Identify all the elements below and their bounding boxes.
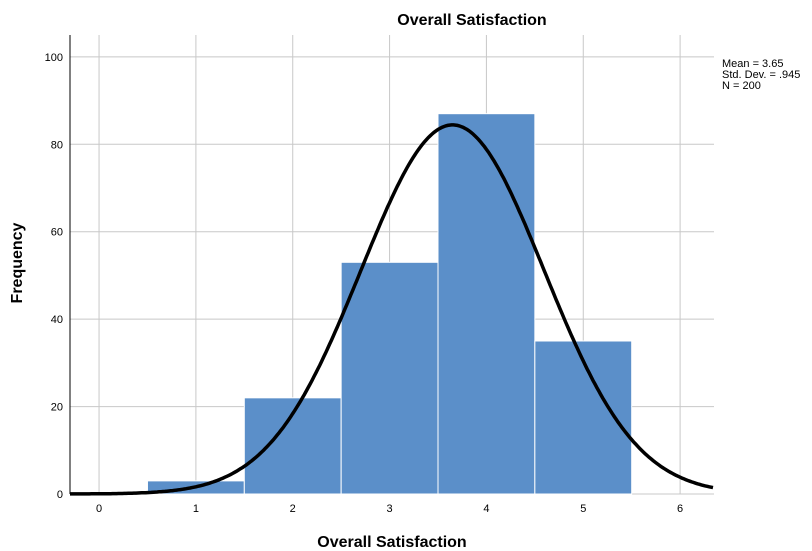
bars-layer	[146, 113, 633, 495]
x-tick-label: 2	[290, 503, 296, 515]
stats-line: Std. Dev. = .945	[722, 69, 800, 81]
bar-3	[340, 261, 439, 495]
x-tick-label: 3	[387, 503, 393, 515]
normal-curve	[70, 123, 714, 496]
y-tick-label: 40	[51, 314, 63, 326]
y-tick-label: 80	[51, 139, 63, 151]
y-axis-label: Frequency	[9, 222, 26, 303]
y-tick-label: 20	[51, 402, 63, 414]
bar-4	[437, 113, 536, 495]
x-tick-label: 6	[677, 503, 683, 515]
x-tick-label: 5	[580, 503, 586, 515]
chart-title: Overall Satisfaction	[397, 12, 546, 29]
y-tick-label: 0	[57, 489, 63, 501]
y-tick-label: 60	[51, 227, 63, 239]
stats-line: N = 200	[722, 80, 761, 92]
x-tick-label: 1	[193, 503, 199, 515]
x-tick-label: 4	[483, 503, 489, 515]
x-tick-label: 0	[96, 503, 102, 515]
x-axis-label: Overall Satisfaction	[317, 534, 466, 551]
y-tick-label: 100	[45, 52, 63, 64]
stats-line: Mean = 3.65	[722, 58, 783, 70]
